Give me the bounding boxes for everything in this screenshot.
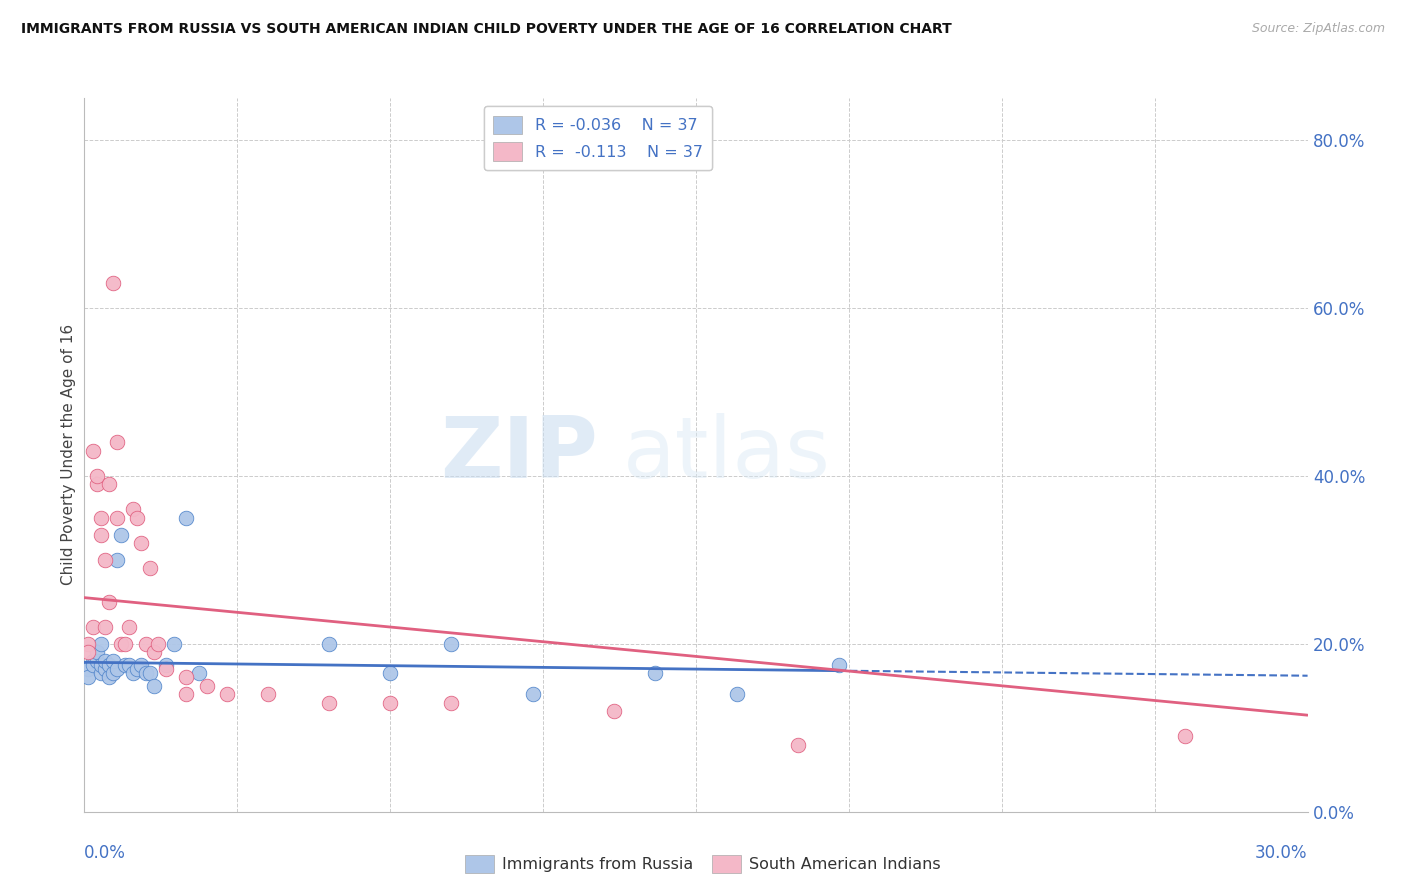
Point xyxy=(110,527,132,541)
Point xyxy=(82,654,104,668)
Point xyxy=(82,657,104,672)
Point xyxy=(118,657,141,672)
Point xyxy=(93,620,117,634)
Point xyxy=(93,553,117,567)
Text: ZIP: ZIP xyxy=(440,413,598,497)
Point xyxy=(77,645,100,659)
Point xyxy=(77,662,100,676)
Point xyxy=(90,666,112,681)
Point xyxy=(93,662,117,676)
Point xyxy=(101,666,124,681)
Point xyxy=(105,662,128,676)
Point xyxy=(142,645,165,659)
Point xyxy=(1174,729,1197,743)
Point xyxy=(644,666,666,681)
Point xyxy=(97,477,120,491)
Point xyxy=(187,666,209,681)
Point xyxy=(155,657,177,672)
Point xyxy=(114,637,136,651)
Point xyxy=(176,687,198,701)
Point xyxy=(93,654,117,668)
Point xyxy=(318,637,340,651)
Point xyxy=(176,670,198,684)
Point xyxy=(787,738,810,752)
Point xyxy=(131,536,153,550)
Point xyxy=(603,704,626,718)
Point xyxy=(86,469,108,483)
Point xyxy=(86,645,108,659)
Point xyxy=(318,696,340,710)
Point xyxy=(105,435,128,450)
Point xyxy=(90,637,112,651)
Text: IMMIGRANTS FROM RUSSIA VS SOUTH AMERICAN INDIAN CHILD POVERTY UNDER THE AGE OF 1: IMMIGRANTS FROM RUSSIA VS SOUTH AMERICAN… xyxy=(21,22,952,37)
Point xyxy=(122,666,145,681)
Text: 0.0%: 0.0% xyxy=(84,844,127,862)
Point xyxy=(195,679,218,693)
Point xyxy=(440,696,463,710)
Point xyxy=(77,670,100,684)
Point xyxy=(86,654,108,668)
Text: 30.0%: 30.0% xyxy=(1256,844,1308,862)
Point xyxy=(90,511,112,525)
Text: atlas: atlas xyxy=(623,413,831,497)
Point xyxy=(257,687,280,701)
Point xyxy=(176,511,198,525)
Point xyxy=(163,637,186,651)
Point xyxy=(114,657,136,672)
Point xyxy=(90,527,112,541)
Point xyxy=(82,620,104,634)
Point xyxy=(138,561,160,575)
Point xyxy=(118,620,141,634)
Point xyxy=(440,637,463,651)
Legend: R = -0.036    N = 37, R =  -0.113    N = 37: R = -0.036 N = 37, R = -0.113 N = 37 xyxy=(484,106,713,170)
Point xyxy=(725,687,748,701)
Point xyxy=(82,443,104,458)
Point xyxy=(135,666,157,681)
Point xyxy=(146,637,169,651)
Point xyxy=(127,511,149,525)
Point xyxy=(77,637,100,651)
Point xyxy=(86,477,108,491)
Point xyxy=(522,687,544,701)
Point xyxy=(97,670,120,684)
Point xyxy=(380,696,402,710)
Y-axis label: Child Poverty Under the Age of 16: Child Poverty Under the Age of 16 xyxy=(60,325,76,585)
Point xyxy=(101,276,124,290)
Text: Source: ZipAtlas.com: Source: ZipAtlas.com xyxy=(1251,22,1385,36)
Point xyxy=(105,553,128,567)
Point xyxy=(127,662,149,676)
Point xyxy=(97,657,120,672)
Point xyxy=(138,666,160,681)
Point xyxy=(110,637,132,651)
Point xyxy=(105,511,128,525)
Point xyxy=(135,637,157,651)
Point xyxy=(97,595,120,609)
Point xyxy=(101,654,124,668)
Point xyxy=(217,687,239,701)
Point xyxy=(142,679,165,693)
Point xyxy=(380,666,402,681)
Point xyxy=(131,657,153,672)
Legend: Immigrants from Russia, South American Indians: Immigrants from Russia, South American I… xyxy=(458,848,948,880)
Point xyxy=(155,662,177,676)
Point xyxy=(122,502,145,516)
Point xyxy=(90,657,112,672)
Point xyxy=(828,657,851,672)
